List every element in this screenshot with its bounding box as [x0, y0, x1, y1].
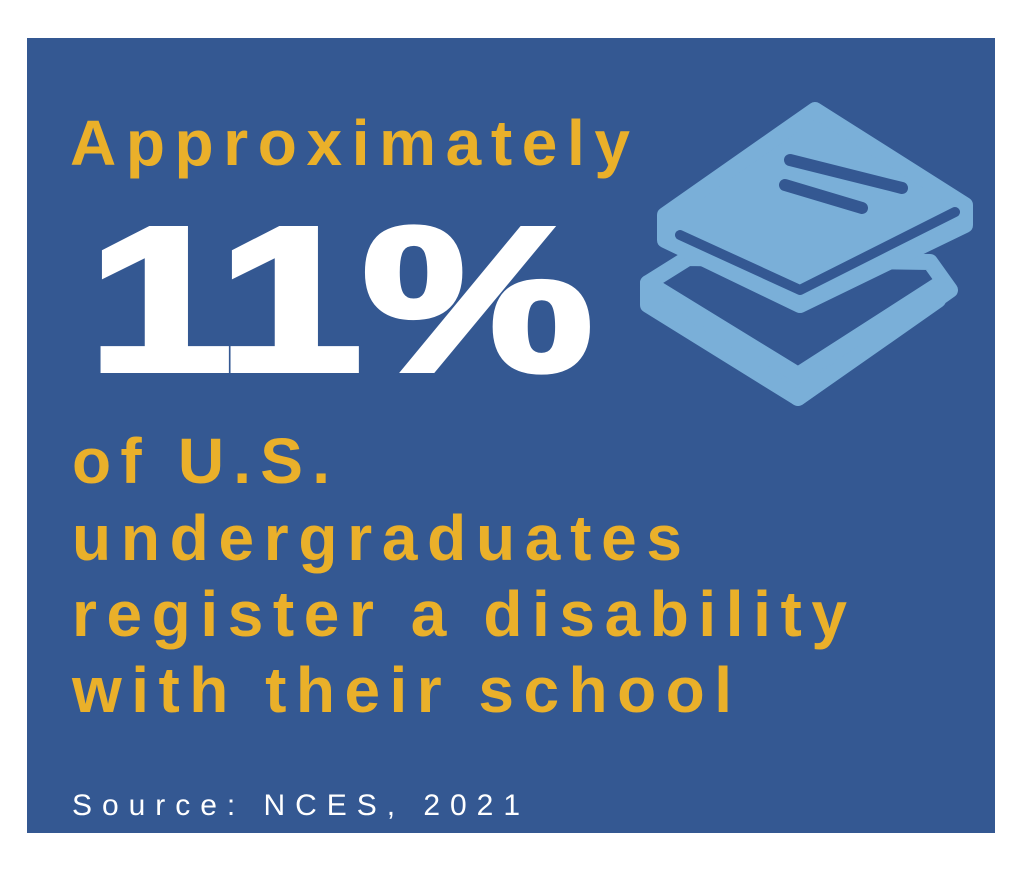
description-line: of U.S. [72, 425, 330, 497]
source: Source: NCES, 2021 [72, 789, 520, 822]
stat: 11% [88, 185, 593, 414]
description-line: register a disability [72, 578, 847, 650]
description-line: with their school [71, 654, 732, 726]
books-icon [640, 102, 973, 406]
